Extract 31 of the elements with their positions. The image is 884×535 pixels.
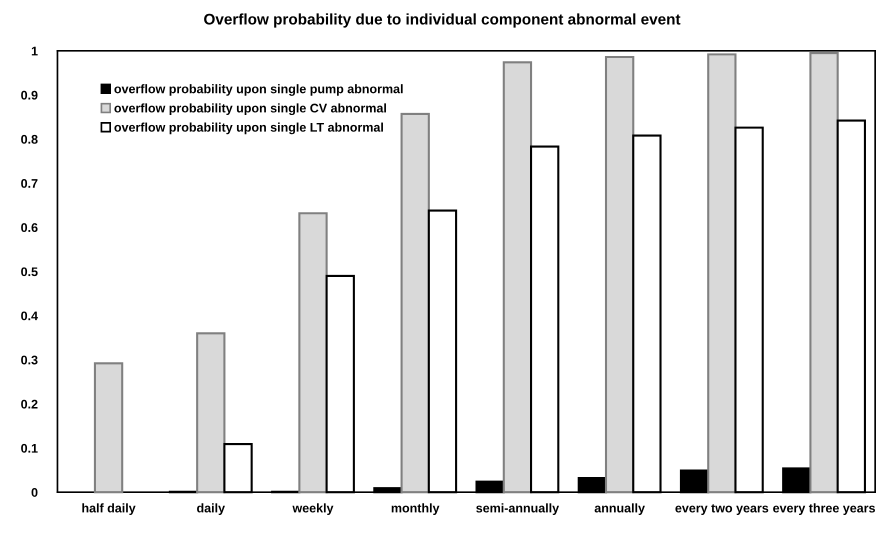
y-tick-label: 0 (32, 488, 38, 497)
legend-label: overflow probability upon single CV abnormal (114, 103, 386, 116)
x-tick-label: daily (197, 503, 225, 515)
legend-label: overflow probability upon single pump abnormal (114, 84, 403, 96)
x-tick-label: monthly (392, 503, 440, 515)
bar (196, 332, 226, 494)
bar (707, 53, 737, 494)
bar (94, 362, 124, 494)
x-tick-label: half daily (82, 503, 136, 515)
bar (400, 112, 430, 494)
y-tick-label: 0.6 (21, 223, 38, 232)
bar (502, 61, 532, 494)
x-tick-label: annually (594, 503, 645, 515)
y-tick-label: 0.1 (21, 444, 38, 453)
legend-label: overflow probability upon single LT abnormal (114, 122, 383, 134)
y-tick-label: 0.4 (21, 311, 38, 320)
bar (604, 56, 634, 494)
y-tick-label: 0.7 (21, 179, 38, 188)
x-tick-label: semi-annually (476, 503, 560, 515)
y-tick-label: 0.3 (21, 356, 38, 364)
x-tick-label: every three years (773, 503, 875, 515)
x-tick-label: every two years (675, 504, 768, 515)
y-tick-label: 0.8 (21, 134, 38, 144)
bar (298, 212, 328, 494)
y-tick-label: 0.2 (21, 400, 38, 409)
y-tick-label: 0.9 (21, 90, 38, 100)
y-tick-label: 1 (32, 46, 38, 56)
y-tick-label: 0.5 (21, 267, 38, 276)
bar (809, 52, 839, 494)
chart-title: Overflow probability due to individual component abnormal event (204, 13, 680, 28)
x-tick-label: weekly (292, 503, 334, 515)
